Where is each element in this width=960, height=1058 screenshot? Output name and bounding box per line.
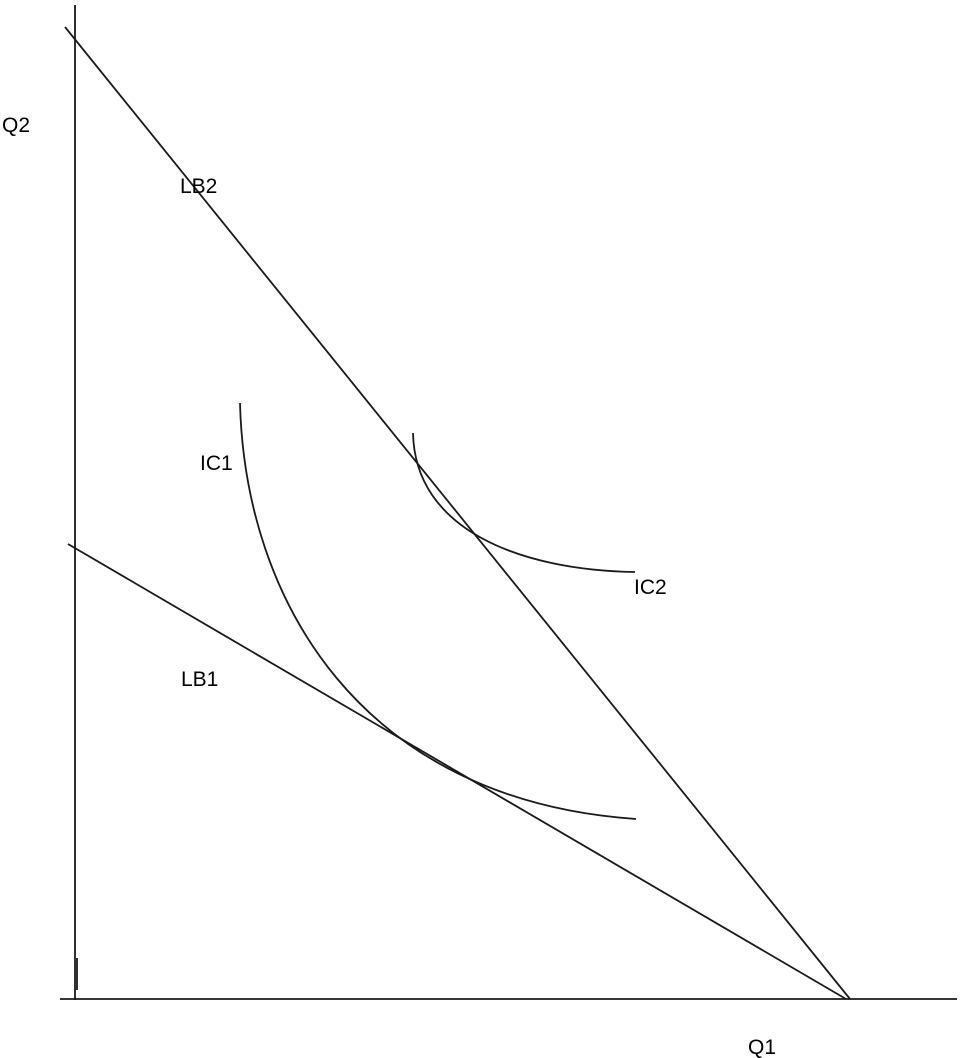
indifference-curve-2 — [412, 432, 636, 573]
budget-line-1 — [67, 543, 847, 1000]
indifference-curve-1 — [239, 402, 637, 820]
y-axis-label: Q2 — [2, 114, 30, 137]
budget-line-2-label: LB2 — [180, 175, 217, 198]
budget-line-2 — [64, 26, 851, 1000]
indifference-curve-1-label: IC1 — [200, 452, 233, 475]
budget-line-1-label: LB1 — [181, 668, 218, 691]
indifference-curve-2-label: IC2 — [634, 576, 667, 599]
x-axis-label: Q1 — [748, 1036, 776, 1058]
